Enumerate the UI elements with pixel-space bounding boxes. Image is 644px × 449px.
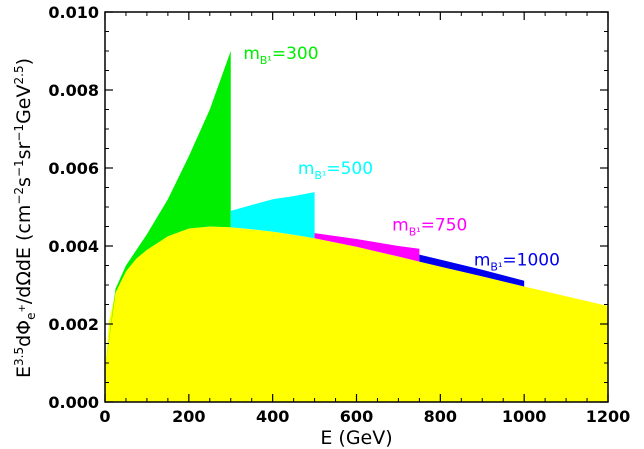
x-tick-label: 800 (424, 407, 457, 426)
background-area (105, 226, 608, 402)
series-band-1 (230, 192, 315, 239)
series-labels: mB¹=300 mB¹=500 mB¹=750 mB¹=1000 (243, 44, 560, 274)
y-tick-label: 0.000 (48, 393, 99, 412)
x-tick-label: 200 (172, 407, 205, 426)
series-band-2 (314, 233, 420, 262)
series-label-2: mB¹=750 (392, 215, 467, 238)
series-label-0: mB¹=300 (243, 44, 318, 67)
series-label-1: mB¹=500 (298, 159, 373, 182)
x-tick-label: 400 (256, 407, 289, 426)
x-tick-label: 1000 (502, 407, 547, 426)
plot-areas (105, 51, 608, 402)
y-tick-label: 0.006 (48, 159, 99, 178)
x-tick-label: 0 (99, 407, 110, 426)
x-tick-label: 600 (340, 407, 373, 426)
y-tick-label: 0.004 (48, 237, 99, 256)
x-tick-label: 1200 (586, 407, 631, 426)
y-tick-label: 0.002 (48, 315, 99, 334)
y-axis-title: E3.5dΦe+/dΩdE (cm−2s−1sr−1GeV2.5) (12, 58, 38, 378)
x-axis-title: E (GeV) (320, 427, 392, 449)
y-tick-label: 0.010 (48, 3, 99, 22)
axis-ticks: 0 200 400 600 800 1000 1200 0.000 0.002 0.004 0.00… (48, 3, 630, 426)
series-band-0 (105, 51, 231, 371)
y-tick-label: 0.008 (48, 81, 99, 100)
series-label-3: mB¹=1000 (474, 251, 560, 274)
series-band-3 (419, 254, 525, 287)
